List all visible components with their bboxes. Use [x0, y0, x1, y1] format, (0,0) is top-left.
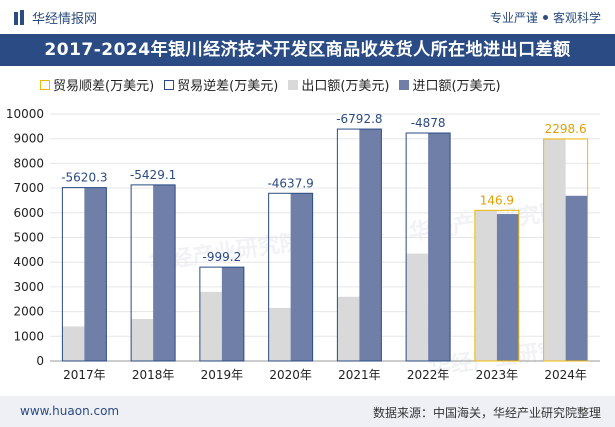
x-tick-label: 2023年	[476, 368, 519, 382]
footer: www.huaon.com 数据来源：中国海关，华经产业研究院整理	[0, 396, 615, 427]
surplus-outline	[543, 138, 589, 362]
data-source: 数据来源：中国海关，华经产业研究院整理	[372, 406, 601, 420]
deficit-outline	[61, 187, 107, 362]
legend-swatch-export	[288, 79, 299, 90]
legend-swatch-surplus	[40, 79, 50, 90]
chart-title: 2017-2024年银川经济技术开发区商品收发货人所在地进出口差额	[0, 34, 615, 66]
y-tick-label: 0	[36, 354, 44, 368]
top-bar: 华经情报网 专业严谨 客观科学	[0, 0, 615, 34]
bar-chart: 华经产业研究院华经产业研究院华经产业研究院0100020003000400050…	[6, 107, 600, 382]
x-tick-label: 2020年	[269, 368, 312, 382]
legend-item-import: 进口额(万美元)	[399, 75, 501, 94]
y-tick-label: 4000	[13, 255, 44, 269]
deficit-label: -999.2	[203, 250, 242, 264]
y-tick-label: 3000	[13, 280, 44, 294]
x-tick-label: 2024年	[544, 368, 587, 382]
import-bar	[153, 184, 176, 361]
y-tick-label: 2000	[13, 305, 44, 319]
legend-item-export: 出口额(万美元)	[288, 75, 389, 94]
dot-icon	[542, 15, 548, 20]
import-bar	[496, 214, 519, 361]
import-bar	[84, 187, 107, 361]
y-tick-label: 9000	[13, 132, 44, 146]
export-bar	[337, 296, 360, 361]
import-bar	[221, 267, 244, 361]
legend-swatch-import	[399, 79, 410, 90]
legend-label-export: 出口额(万美元)	[301, 79, 390, 94]
legend: 贸易顺差(万美元) 贸易逆差(万美元) 出口额(万美元) 进口额(万美元)	[40, 75, 511, 94]
deficit-label: -5620.3	[61, 171, 107, 185]
surplus-label: 2298.6	[545, 122, 587, 136]
legend-label-deficit: 贸易逆差(万美元)	[177, 79, 279, 94]
y-tick-label: 10000	[6, 107, 44, 121]
x-tick-label: 2021年	[338, 368, 381, 382]
deficit-outline	[336, 128, 382, 362]
x-tick-label: 2017年	[63, 368, 106, 382]
export-bar	[543, 138, 566, 361]
import-bar	[359, 129, 382, 361]
x-tick-label: 2022年	[407, 368, 450, 382]
brand[interactable]: 华经情报网	[14, 8, 97, 27]
deficit-outline	[405, 132, 451, 362]
y-tick-label: 5000	[13, 231, 44, 245]
slogan-right: 客观科学	[552, 11, 601, 25]
slogan: 专业严谨 客观科学	[490, 9, 601, 26]
deficit-label: -6792.8	[336, 112, 382, 126]
x-tick-label: 2019年	[201, 368, 244, 382]
logo-icon	[14, 9, 26, 26]
y-tick-label: 1000	[13, 329, 44, 343]
brand-name: 华经情报网	[32, 12, 98, 27]
import-bar	[290, 193, 313, 361]
deficit-label: -4637.9	[267, 176, 313, 190]
deficit-outline	[130, 184, 176, 362]
footer-url[interactable]: www.huaon.com	[20, 404, 120, 418]
surplus-label: 146.9	[480, 193, 514, 207]
import-bar	[565, 195, 588, 361]
y-tick-label: 7000	[13, 181, 44, 195]
y-tick-label: 8000	[13, 156, 44, 170]
export-bar	[131, 319, 154, 361]
deficit-outline	[199, 266, 245, 362]
export-bar	[474, 210, 497, 361]
export-bar	[62, 326, 85, 361]
export-bar	[199, 291, 222, 361]
x-tick-label: 2018年	[132, 368, 175, 382]
y-tick-label: 6000	[13, 206, 44, 220]
export-bar	[268, 307, 291, 361]
export-bar	[406, 253, 429, 361]
deficit-label: -4878	[411, 116, 446, 130]
import-bar	[428, 133, 451, 361]
legend-item-deficit: 贸易逆差(万美元)	[164, 75, 278, 94]
deficit-outline	[268, 192, 314, 362]
legend-item-surplus: 贸易顺差(万美元)	[40, 75, 154, 94]
deficit-label: -5429.1	[130, 168, 176, 182]
surplus-outline	[474, 209, 520, 362]
slogan-left: 专业严谨	[489, 11, 538, 25]
legend-label-surplus: 贸易顺差(万美元)	[53, 79, 155, 94]
legend-swatch-deficit	[164, 79, 175, 90]
legend-label-import: 进口额(万美元)	[412, 79, 501, 94]
